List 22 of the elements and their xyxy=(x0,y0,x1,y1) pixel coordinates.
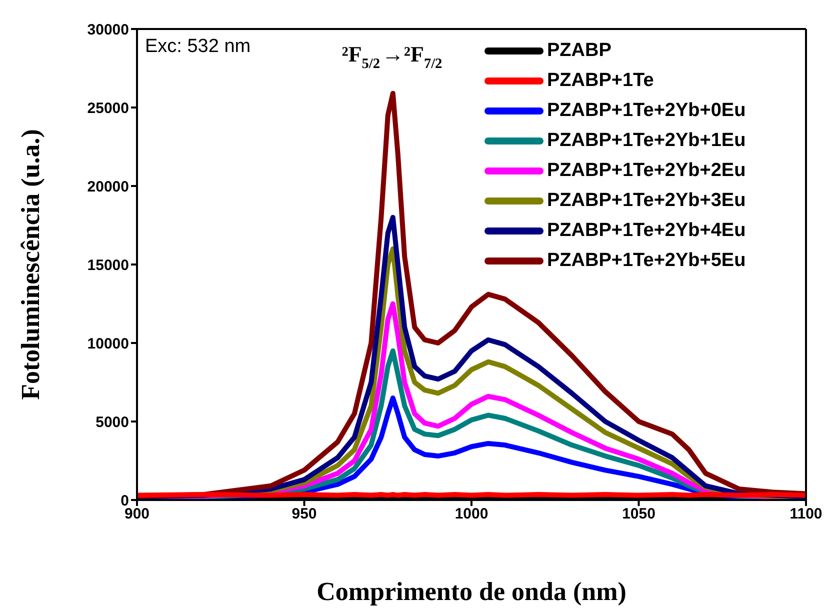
legend-label: PZABP+1Te+2Yb+0Eu xyxy=(547,100,746,122)
legend-label: PZABP+1Te+2Yb+2Eu xyxy=(547,160,746,182)
y-tick-label: 25000 xyxy=(87,100,129,117)
x-tick-label: 1100 xyxy=(790,506,822,523)
annotation: ²F$_{5/2}$→²F$_{7/2}$ xyxy=(342,41,442,72)
x-tick-label: 1000 xyxy=(454,506,488,523)
x-axis-title: Comprimento de onda (nm) xyxy=(316,577,626,606)
y-tick-label: 5000 xyxy=(96,414,129,431)
legend-label: PZABP+1Te+2Yb+3Eu xyxy=(547,190,746,212)
x-tick-label: 1050 xyxy=(622,506,656,523)
x-tick-label: 950 xyxy=(292,506,317,523)
legend-label: PZABP+1Te+2Yb+1Eu xyxy=(547,130,746,152)
legend-label: PZABP xyxy=(547,40,612,62)
annotation: Exc: 532 nm xyxy=(145,36,251,58)
legend-label: PZABP+1Te+2Yb+5Eu xyxy=(547,250,746,272)
y-axis-title: Fotoluminescência (u.a.) xyxy=(16,129,46,400)
y-tick-label: 30000 xyxy=(87,21,129,38)
y-tick-label: 15000 xyxy=(87,256,129,274)
y-tick-label: 20000 xyxy=(87,178,129,196)
legend-label: PZABP+1Te+2Yb+4Eu xyxy=(547,220,746,242)
legend-label: PZABP+1Te xyxy=(547,70,654,92)
y-tick-label: 10000 xyxy=(87,335,129,352)
